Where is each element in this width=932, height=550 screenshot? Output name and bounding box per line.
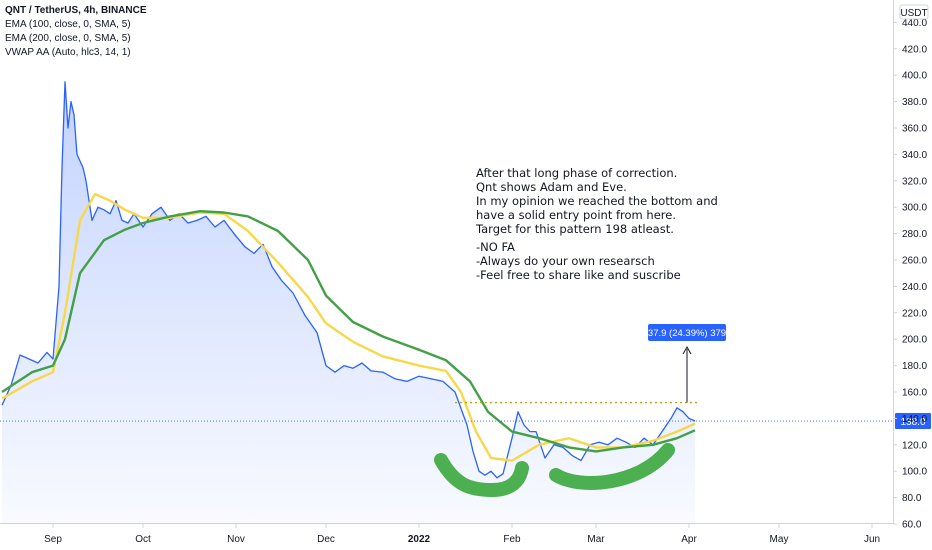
note-line: -Always do your own researsch (476, 254, 655, 268)
y-tick-label: 120.0 (902, 440, 927, 451)
currency-badge[interactable]: USDT (900, 8, 927, 19)
y-tick-label: 220.0 (902, 308, 927, 319)
target-arrow-head (682, 345, 692, 355)
y-tick-label: 360.0 (902, 124, 927, 135)
y-tick-label: 340.0 (902, 150, 927, 161)
y-tick-label: 280.0 (902, 229, 927, 240)
x-tick-label: Nov (227, 534, 245, 545)
price-area-fill (2, 81, 695, 525)
indicator-ema200[interactable]: EMA (200, close, 0, SMA, 5) (5, 33, 131, 44)
note-line: -NO FA (476, 240, 515, 254)
note-line: After that long phase of correction. (476, 166, 677, 180)
indicator-ema100[interactable]: EMA (100, close, 0, SMA, 5) (5, 19, 131, 30)
x-tick-label: Dec (317, 534, 335, 545)
y-tick-label: 240.0 (902, 282, 927, 293)
eve-bottom-highlight (549, 443, 675, 490)
y-tick-label: 300.0 (902, 203, 927, 214)
indicator-vwap[interactable]: VWAP AA (Auto, hlc3, 14, 1) (5, 47, 131, 58)
y-tick-label: 80.0 (902, 493, 922, 504)
symbol-title: QNT / TetherUS, 4h, BINANCE (5, 5, 147, 16)
y-tick-label: 440.0 (902, 18, 927, 29)
ema200-series-line[interactable] (1, 210, 696, 453)
y-tick-label: 420.0 (902, 44, 927, 55)
price-series-line[interactable] (1, 81, 696, 479)
x-tick-label: Jun (864, 534, 880, 545)
note-line: In my opinion we reached the bottom and (476, 194, 718, 208)
last-price-tag[interactable] (895, 413, 931, 430)
y-tick-label: 380.0 (902, 97, 927, 108)
x-tick-label: Apr (681, 534, 697, 545)
x-tick-label: Oct (135, 534, 151, 545)
y-tick-label: 400.0 (902, 71, 927, 82)
x-tick-label: 2022 (408, 534, 431, 545)
y-tick-label: 160.0 (902, 388, 927, 399)
y-tick-label: 320.0 (902, 176, 927, 187)
target-label: 37.9 (24.39%) 379 (648, 328, 726, 339)
x-tick-label: May (770, 534, 789, 545)
adam-bottom-highlight (434, 453, 529, 498)
note-line: -Feel free to share like and suscribe (476, 268, 681, 282)
y-tick-label: 260.0 (902, 256, 927, 267)
note-line: have a solid entry point from here. (476, 208, 676, 222)
y-tick-label: 140.0 (902, 414, 927, 425)
last-price-label: 138.0 (900, 417, 925, 428)
note-text: After that long phase of correction. Qnt… (475, 166, 718, 282)
note-line: Target for this pattern 198 atleast. (475, 222, 674, 236)
y-tick-label: 180.0 (902, 361, 927, 372)
x-tick-label: Sep (44, 534, 62, 545)
x-tick-label: Feb (503, 534, 521, 545)
x-tick-label: Mar (587, 534, 605, 545)
y-tick-label: 60.0 (902, 520, 922, 531)
note-line: Qnt shows Adam and Eve. (476, 180, 627, 194)
ema100-series-line[interactable] (1, 192, 696, 462)
y-tick-label: 200.0 (902, 335, 927, 346)
currency-badge-box (899, 4, 929, 20)
target-label-box[interactable] (648, 324, 726, 341)
y-tick-label: 100.0 (902, 467, 927, 478)
